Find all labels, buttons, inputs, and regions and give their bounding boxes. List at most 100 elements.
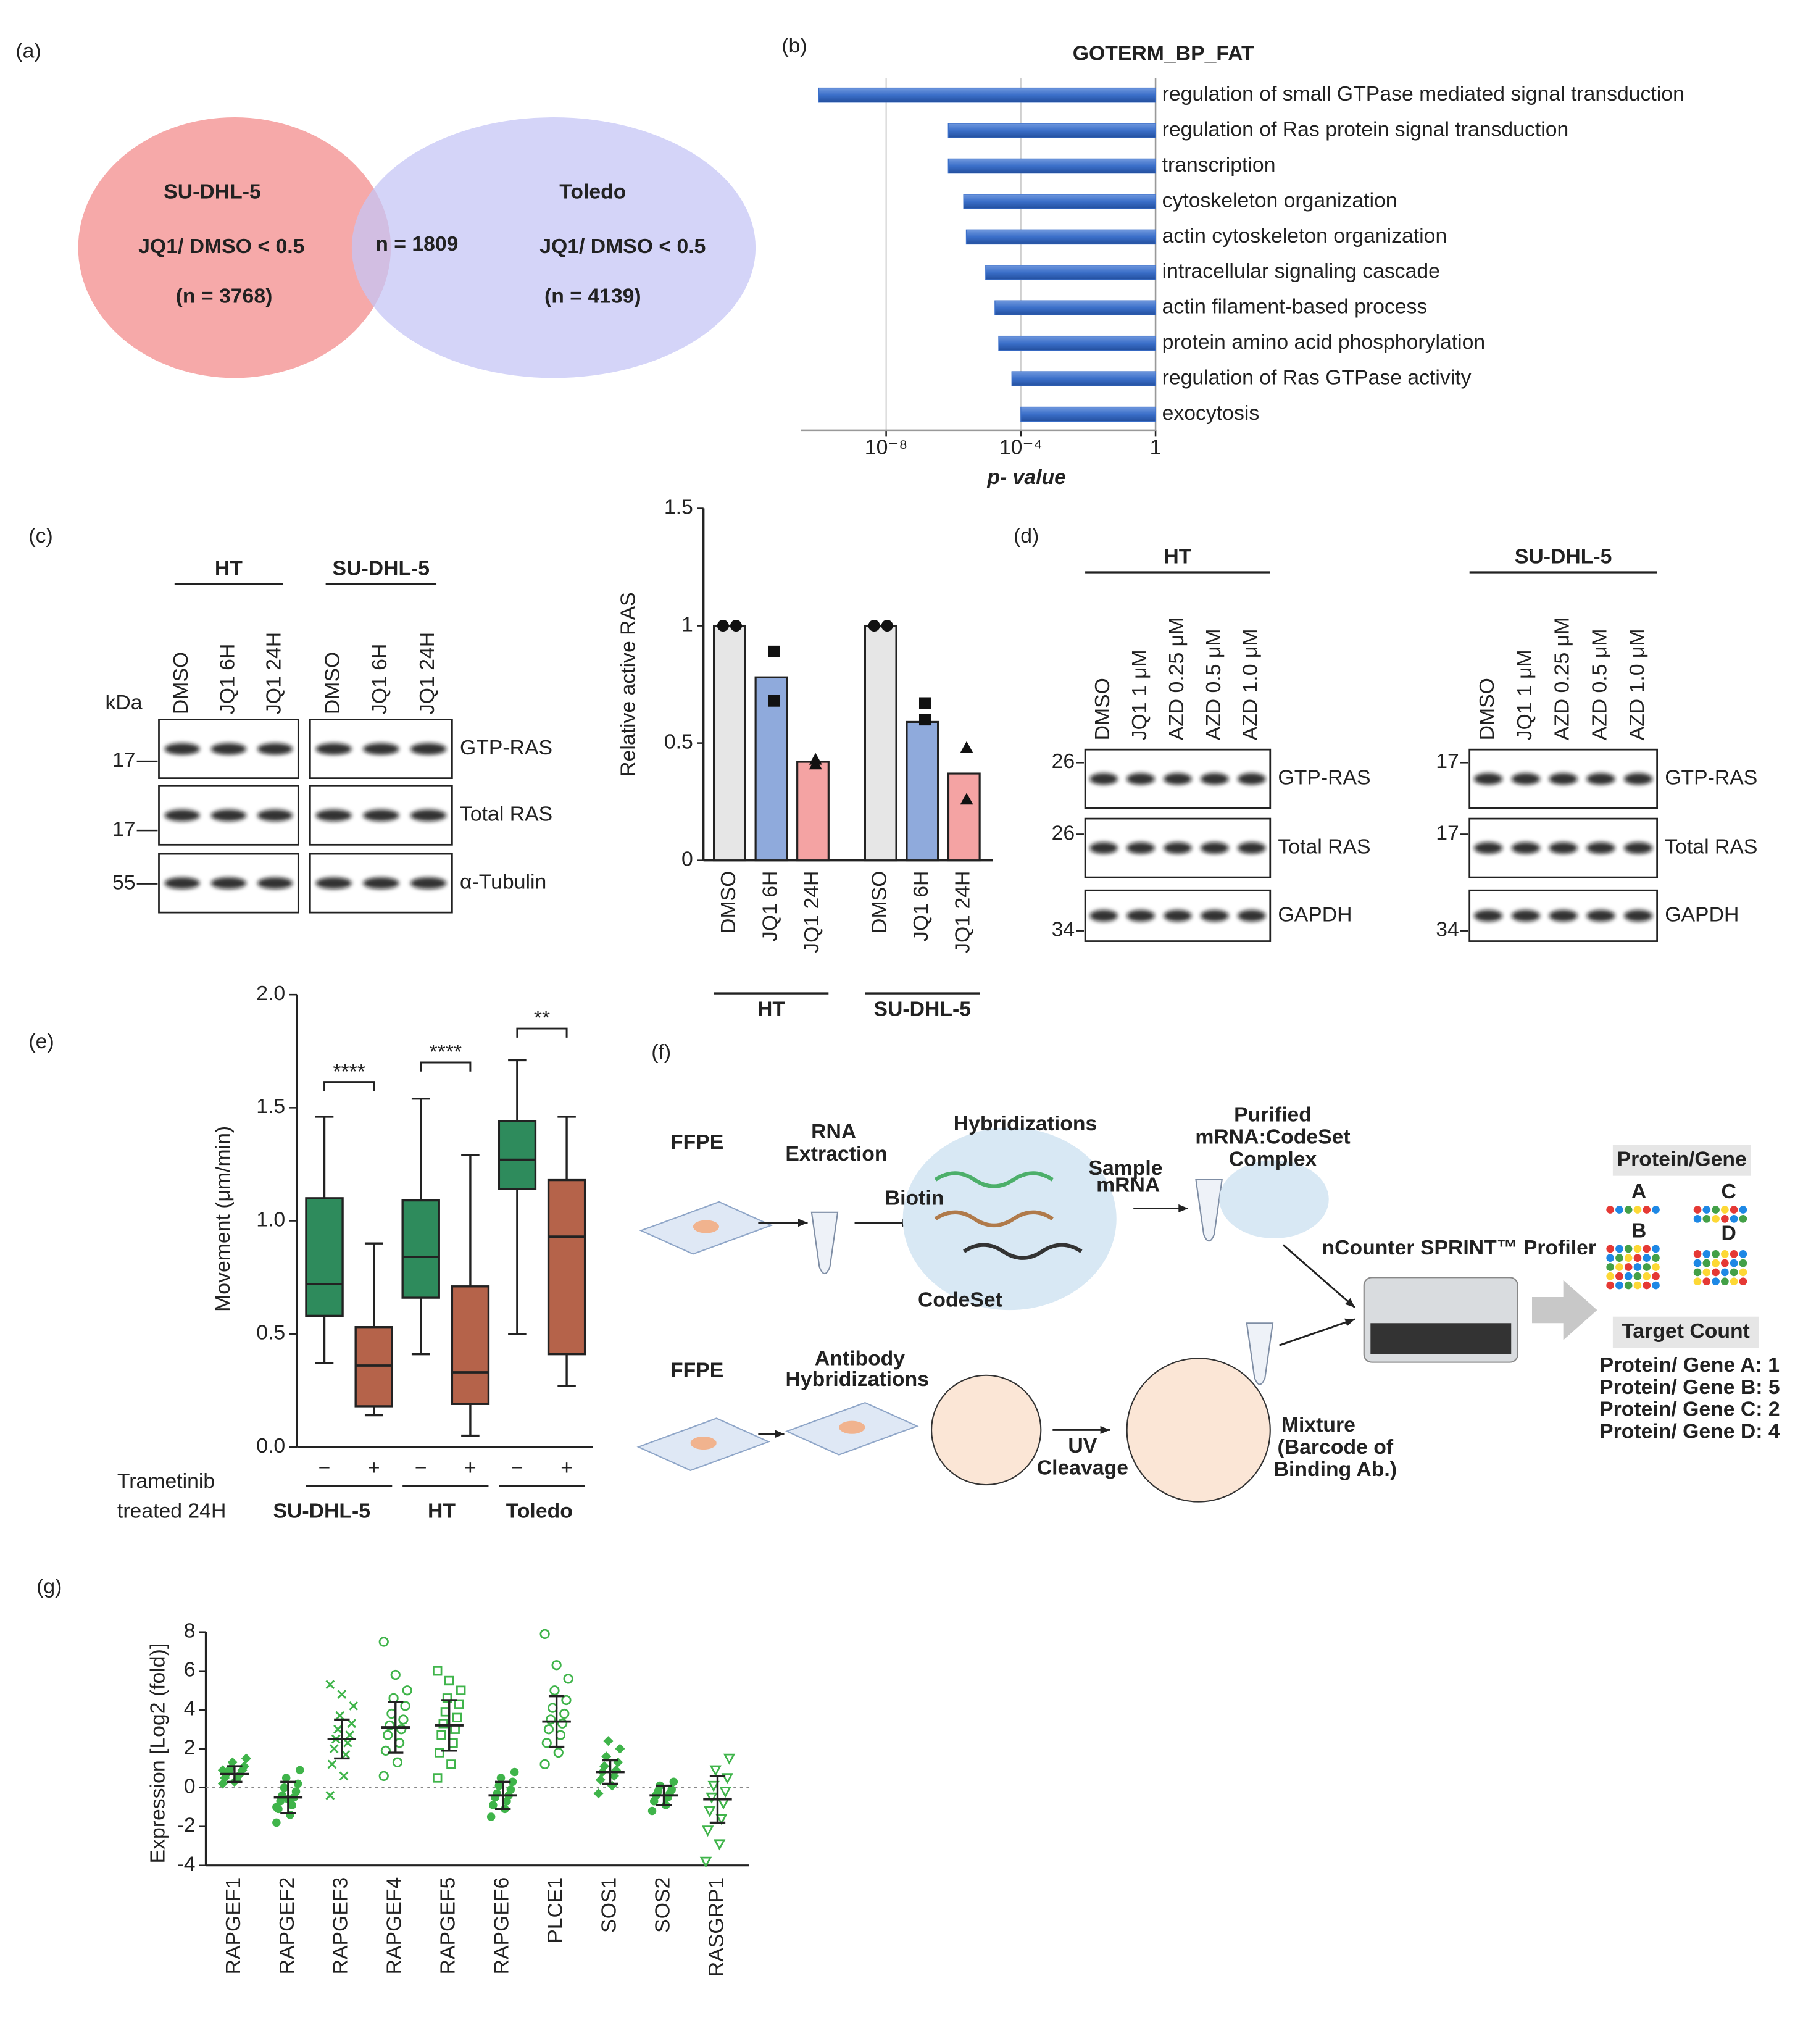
barcode-dot (1633, 1206, 1642, 1214)
point (704, 1806, 716, 1817)
venn-text: JQ1/ DMSO < 0.5 (138, 235, 304, 258)
lane-label: DMSO (169, 652, 193, 714)
barcode-dot (1652, 1263, 1660, 1271)
point (489, 1801, 498, 1809)
diagram-text: Antibody (815, 1346, 905, 1370)
box (451, 1285, 490, 1405)
probe (963, 1243, 1083, 1260)
point (563, 1674, 573, 1684)
point (715, 1814, 728, 1825)
mixture-circle (1126, 1358, 1271, 1503)
point (669, 1777, 678, 1787)
lane-label: JQ1 6H (368, 644, 391, 715)
kda-marker: 26 (1052, 749, 1075, 773)
blot-frame (309, 719, 453, 780)
band (1511, 909, 1540, 922)
sig-bracket (516, 1027, 568, 1038)
row-label: GTP-RAS (1665, 766, 1757, 790)
band (1511, 842, 1540, 854)
category-label: intracellular signaling cascade (1162, 259, 1440, 283)
band (1586, 909, 1615, 922)
diagram-text: Complex (1229, 1147, 1317, 1170)
blot-frame (158, 853, 299, 914)
point (444, 1675, 454, 1686)
point (272, 1818, 281, 1827)
lane-label: JQ1 24H (262, 632, 286, 714)
y-tick-label: 1.0 (256, 1208, 285, 1231)
diagram-text: B (1631, 1219, 1646, 1242)
point (272, 1803, 281, 1811)
row-label: Total RAS (460, 803, 552, 826)
box (305, 1197, 344, 1317)
barcode-dot (1739, 1206, 1747, 1214)
x-tick-label: RASGRP1 (704, 1877, 728, 1977)
sig-bracket (420, 1061, 472, 1072)
bar (818, 87, 1156, 103)
lane-label: AZD 0.5 μM (1588, 629, 1611, 741)
bar (796, 761, 830, 862)
point (456, 1685, 466, 1695)
point (613, 1757, 623, 1767)
point (241, 1753, 251, 1764)
tube (1246, 1322, 1274, 1385)
kda-unit: kDa (105, 691, 142, 714)
point (557, 1718, 568, 1729)
barcode-dot (1615, 1281, 1623, 1290)
bar (985, 265, 1156, 280)
barcode-dot (1615, 1206, 1623, 1214)
band (1549, 842, 1578, 854)
barcode-dot (1606, 1206, 1614, 1214)
point (454, 1699, 464, 1709)
kda-marker: 34 (1052, 918, 1075, 941)
group-label: Toledo (506, 1499, 573, 1522)
barcode-dot (1702, 1250, 1711, 1258)
point (494, 1781, 504, 1790)
band (1473, 909, 1503, 922)
band (1473, 842, 1503, 854)
point (721, 1773, 734, 1785)
group-label: HT (757, 997, 785, 1020)
label: Mixture (1281, 1413, 1355, 1437)
point (396, 1724, 407, 1735)
barcode-dot (1712, 1206, 1720, 1214)
row-label: GAPDH (1278, 903, 1352, 926)
lane-label: AZD 1.0 μM (1625, 629, 1649, 741)
kda-marker: 55 (112, 871, 136, 895)
bar (906, 720, 939, 862)
blot-frame (1084, 817, 1272, 878)
category-label: actin cytoskeleton organization (1162, 224, 1447, 248)
point (508, 1777, 517, 1787)
barcode-dot (1730, 1215, 1738, 1223)
point (960, 793, 973, 805)
barcode-dot (1615, 1272, 1623, 1280)
y-axis-label: Relative active RAS (616, 592, 639, 776)
x-axis-label: p- value (986, 465, 1066, 489)
barcode-dot (1712, 1259, 1720, 1267)
band (164, 809, 200, 822)
y-tick-label: 0.5 (256, 1321, 285, 1345)
diagram-text: A (1631, 1180, 1646, 1203)
x-tick-label: SOS2 (651, 1877, 674, 1933)
kda-marker: 17 (1436, 749, 1459, 773)
x-tick-label: + (368, 1456, 380, 1480)
point (345, 1730, 354, 1740)
point (433, 1773, 443, 1783)
point (280, 1783, 289, 1792)
kda-marker: 17 (112, 748, 136, 772)
band (210, 877, 247, 890)
arrow-head (797, 1219, 808, 1227)
y-tick-label: 2.0 (256, 982, 285, 1005)
point (809, 757, 822, 770)
category-label: actin filament-based process (1162, 295, 1428, 319)
output-title-box (1612, 1144, 1751, 1176)
diagram-text: Cleavage (1037, 1456, 1128, 1480)
barcode-dot (1624, 1254, 1633, 1262)
point (337, 1690, 347, 1699)
point (400, 1701, 410, 1711)
barcode-dot (1606, 1245, 1614, 1253)
bar (712, 624, 746, 862)
blot-group: SU-DHL-5 (333, 557, 430, 580)
bar (963, 194, 1156, 209)
point (217, 1765, 228, 1775)
